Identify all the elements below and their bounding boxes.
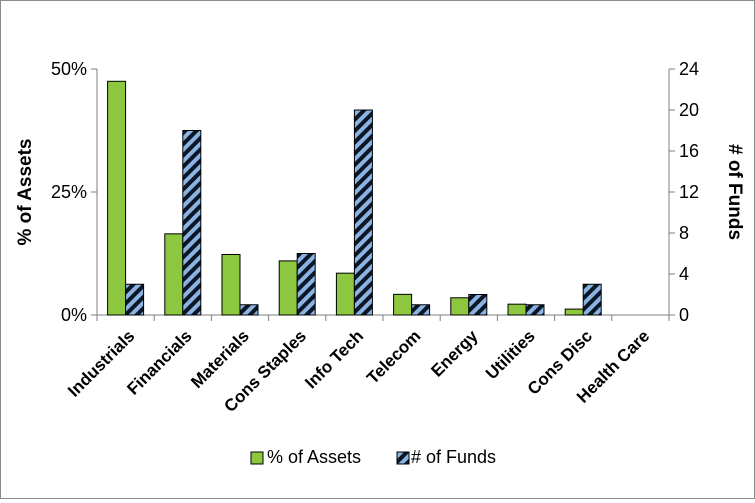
legend-swatch-num-funds — [396, 451, 410, 465]
legend: % of Assets # of Funds — [250, 447, 496, 467]
bar-pct-assets — [107, 80, 127, 316]
y-tick-label-right: 8 — [679, 223, 689, 243]
legend-label-num-funds: # of Funds — [411, 447, 496, 467]
y-tick-label-left: 50% — [51, 59, 87, 79]
y-tick-label-right: 20 — [679, 100, 699, 120]
bar-pct-assets — [393, 293, 413, 316]
y-tick-label-right: 12 — [679, 182, 699, 202]
bar-num-funds — [411, 304, 431, 316]
x-tick-label: Telecom — [363, 326, 424, 387]
bar-num-funds — [125, 283, 145, 316]
bar-num-funds — [582, 283, 602, 316]
legend-swatch-pct-assets — [250, 451, 264, 465]
bar-pct-assets — [221, 253, 241, 316]
y-axis-title-right: # of Funds — [724, 144, 745, 240]
y-tick-label-right: 0 — [679, 305, 689, 325]
y-tick-label-left: 25% — [51, 182, 87, 202]
bar-pct-assets — [164, 233, 184, 316]
y-axis-title-left: % of Assets — [15, 139, 36, 246]
bar-pct-assets — [450, 297, 470, 316]
y-tick-label-right: 24 — [679, 59, 699, 79]
x-tick-label: Energy — [427, 326, 482, 381]
bar-num-funds — [468, 294, 488, 316]
bar-num-funds — [182, 130, 202, 316]
bar-pct-assets — [278, 260, 298, 316]
bar-num-funds — [353, 109, 373, 316]
y-tick-label-left: 0% — [61, 305, 87, 325]
bar-num-funds — [239, 304, 259, 316]
y-tick-label-right: 16 — [679, 141, 699, 161]
bar-pct-assets — [507, 303, 527, 316]
bars-layer — [107, 80, 602, 316]
y-tick-label-right: 4 — [679, 264, 689, 284]
bar-pct-assets — [564, 308, 584, 316]
x-tick-label: Info Tech — [301, 326, 367, 392]
x-tick-label: Utilities — [482, 326, 539, 383]
bar-num-funds — [525, 304, 545, 316]
bar-num-funds — [296, 253, 316, 316]
legend-label-pct-assets: % of Assets — [267, 447, 361, 467]
bar-pct-assets — [335, 272, 355, 316]
